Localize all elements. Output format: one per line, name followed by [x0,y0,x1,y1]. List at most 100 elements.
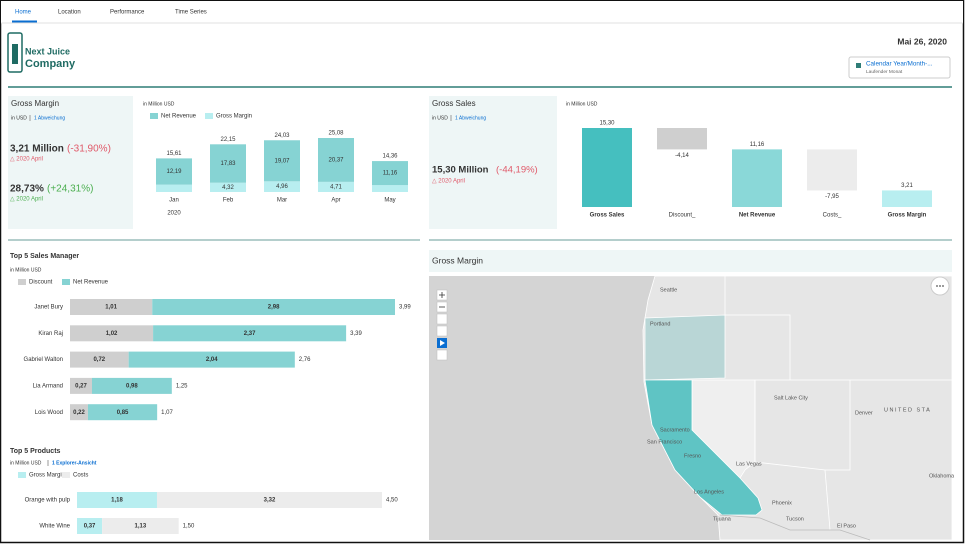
chart-title: Top 5 Sales Manager [10,253,79,260]
waterfall-bar [582,128,632,207]
legend-swatch [62,472,70,478]
x-year-label: 2020 [167,211,181,217]
data-label: 1,02 [106,331,118,337]
x-tick-label: Apr [331,198,340,204]
nav-bar [1,1,963,23]
bar-segment [102,518,179,534]
legend-label: Net Revenue [73,280,109,286]
map-label: Oklahoma [929,473,955,479]
data-label: 3,21 [901,183,913,189]
map-label: Denver [855,410,873,416]
bar-segment [70,351,129,368]
bar-segment [77,492,157,508]
logo-text: Next Juice [25,46,70,56]
total-label: 2,76 [299,357,311,363]
bar-segment [156,184,192,192]
map-label: Portland [650,321,671,327]
x-tick-label: May [384,198,395,204]
data-label: 11,16 [750,142,765,148]
bar-segment [264,140,300,182]
x-tick-label: Gross Margin [888,213,927,219]
bar-segment [156,158,192,185]
data-label: 0,22 [73,410,85,416]
map-label: Salt Lake City [774,395,808,401]
y-tick-label: Gabriel Walton [24,357,63,363]
waterfall-bar [882,190,932,207]
bar-segment [153,325,347,342]
more-dot [939,285,941,287]
x-tick-label: Net Revenue [739,213,776,219]
tab[interactable]: Home [15,10,32,16]
kpi-variance[interactable]: 1 Abweichung [34,115,65,121]
legend-label: Discount [29,280,53,286]
filter-box[interactable] [848,56,951,79]
map-label: Los Angeles [694,489,724,495]
y-tick-label: Lia Armand [33,383,63,389]
bar-segment [372,161,408,186]
legend-label: Gross Margin [216,114,252,120]
total-label: 3,39 [350,331,362,337]
data-label: 2,37 [244,331,256,337]
bar-segment [152,299,395,315]
bar-segment [128,351,295,368]
more-dot [942,285,944,287]
map-label: Las Vegas [736,461,762,467]
map-label: San Francisco [647,439,682,445]
waterfall-bar [807,149,857,191]
date: Mai 26, 2020 [897,36,947,46]
total-label: 22,15 [220,137,236,143]
total-label: 15,61 [166,151,182,157]
map-label: Seattle [660,287,677,293]
data-label: 20,37 [328,158,344,164]
total-label: 4,50 [386,498,398,504]
bar-segment [70,377,92,394]
reset-view[interactable] [436,313,448,325]
total-label: 24,03 [274,133,290,139]
data-label: 11,16 [383,171,398,177]
kpi-title: Gross Margin [11,99,59,108]
full-extent[interactable] [436,325,448,337]
map-controls [436,276,950,361]
legend-swatch [18,472,26,478]
map[interactable] [429,275,953,541]
data-label: 0,72 [93,357,105,363]
map-label: UNITED STA [884,407,931,413]
chart-subtitle: in Million USD [10,460,42,466]
bar-segment [70,325,154,342]
kpi-delta: (-31,90%) [67,144,111,155]
region-oregon [644,314,726,381]
kpi-period: △ 2020 April [10,157,43,163]
data-label: 4,32 [222,185,234,191]
bar-segment [87,404,158,421]
filter-value: Laufender Monat [866,69,903,75]
total-label: 1,50 [183,524,195,530]
logo-text: Company [25,58,76,70]
zoom-in-icon [439,292,445,298]
legend-label: Net Revenue [161,114,197,120]
data-label: 19,07 [274,158,290,164]
bar-segment [210,144,246,183]
map-title: Gross Margin [432,255,483,265]
legend-swatch [18,279,26,285]
map-label: Tucson [786,516,804,522]
legend-swatch [150,113,158,119]
data-label: 3,32 [264,498,276,504]
tab[interactable]: Time Series [175,10,207,16]
total-label: 1,07 [161,410,173,416]
x-tick-label: Costs_ [823,213,842,219]
region-california [644,379,763,516]
logo-label [12,44,18,64]
chart-note[interactable]: 1 Explorer-Ansicht [52,460,97,466]
bar-segment [70,404,88,421]
lasso-tool[interactable] [436,349,448,361]
tab[interactable]: Performance [110,10,145,16]
kpi-variance[interactable]: 1 Abweichung [455,115,486,121]
legend-swatch [62,279,70,285]
total-label: 1,25 [176,383,188,389]
kpi-delta: (+24,31%) [47,184,93,195]
data-label: 4,96 [276,184,288,190]
kpi-unit: in USD [11,115,27,121]
data-label: 0,27 [75,383,87,389]
tab[interactable]: Location [58,10,81,16]
data-label: 1,18 [111,498,123,504]
